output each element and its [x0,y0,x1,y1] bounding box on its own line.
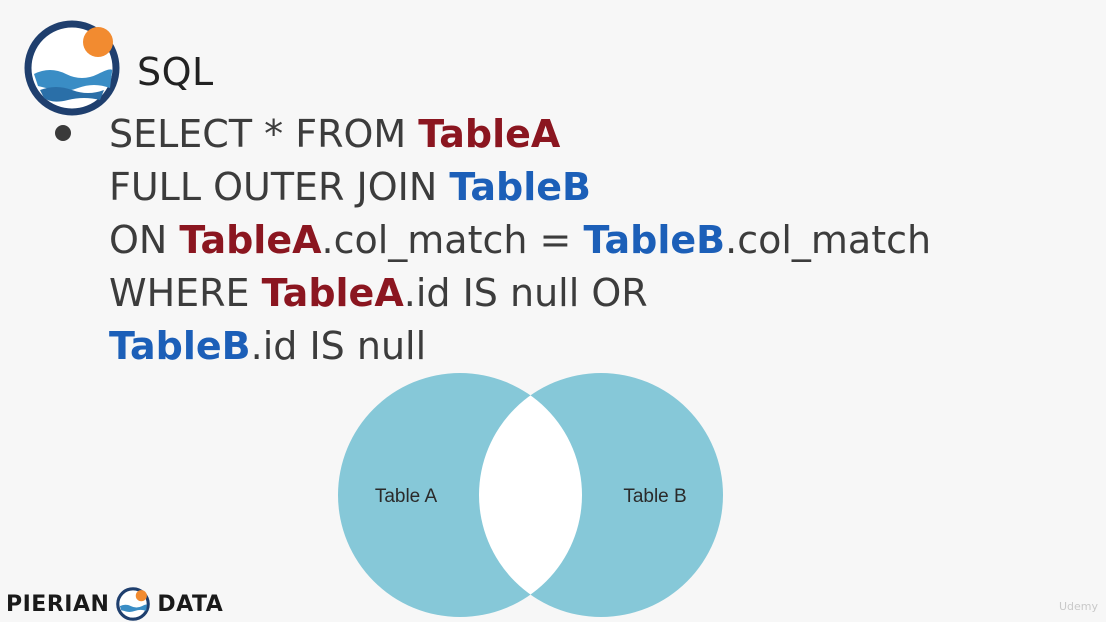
query-line-where: WHERE TableA.id IS null OR [109,267,931,320]
table-b-name: TableB [109,324,251,368]
bullet-point [55,125,71,141]
footer-brand: PIERIAN DATA [6,586,223,622]
where-condition: .id IS null [250,324,427,368]
join-condition: .col_match = [321,218,584,262]
query-line-select: SELECT * FROM TableA [109,108,931,161]
keyword-where: WHERE [109,271,262,315]
venn-intersection [479,373,582,617]
brand-pierian: PIERIAN [6,591,110,617]
table-a-name: TableA [418,112,561,156]
pierian-logo-icon [24,20,120,116]
where-condition: .id IS null OR [403,271,648,315]
column-name: .col_match [725,218,932,262]
keyword-full-outer-join: FULL OUTER JOIN [109,165,450,209]
venn-label-table-b: Table B [623,486,686,507]
table-b-name: TableB [583,218,726,262]
query-line-join: FULL OUTER JOIN TableB [109,161,931,214]
table-b-name: TableB [449,165,591,209]
keyword-on: ON [109,218,180,262]
udemy-watermark: Udemy [1058,600,1098,613]
keyword-select: SELECT * FROM [109,112,419,156]
pierian-mini-logo-icon [116,587,151,621]
query-line-on: ON TableA.col_match = TableB.col_match [109,214,931,267]
slide-title: SQL [137,50,214,94]
sql-query: SELECT * FROM TableA FULL OUTER JOIN Tab… [109,108,931,373]
brand-data: DATA [157,591,224,617]
venn-label-table-a: Table A [375,486,438,507]
table-a-name: TableA [179,218,322,262]
query-line-where-cont: TableB.id IS null [109,320,931,373]
table-a-name: TableA [261,271,404,315]
